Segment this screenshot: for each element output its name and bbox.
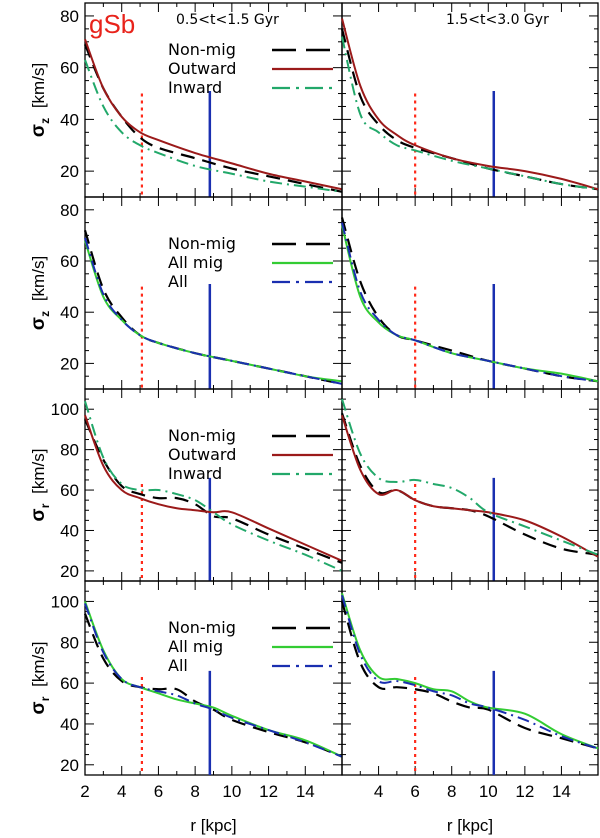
series-line-inward xyxy=(84,400,343,572)
y-tick-label: 60 xyxy=(60,674,79,693)
panel-r1-c1 xyxy=(340,196,599,390)
x-axis-label: r [kpc] xyxy=(190,816,236,835)
time-label-left: 0.5<t<1.5 Gyr xyxy=(176,12,279,28)
y-tick-label: 60 xyxy=(60,59,79,78)
y-tick-label: 20 xyxy=(60,162,79,181)
panel-r0-c1 xyxy=(340,2,599,198)
x-tick-label: 2 xyxy=(80,782,89,801)
x-tick-label: 10 xyxy=(222,782,241,801)
y-tick-label: 100 xyxy=(51,400,79,419)
panel-r2-c0: 20 40 60 80 100 σ r [km/s] Non-migOutwardInwar… xyxy=(28,388,343,582)
legend-label: All mig xyxy=(168,637,223,656)
y-tick-label: 80 xyxy=(60,7,79,26)
panel-frame xyxy=(84,388,343,582)
x-tick-label: 4 xyxy=(374,782,383,801)
x-tick-label: 14 xyxy=(296,782,315,801)
y-tick-label: 60 xyxy=(60,481,79,500)
y-tick-label: 80 xyxy=(60,633,79,652)
series-line-all xyxy=(84,237,343,385)
y-tick-label: 20 xyxy=(60,562,79,581)
legend-label: Outward xyxy=(168,445,236,464)
legend-label: Non-mig xyxy=(168,234,236,253)
series-line-inward xyxy=(341,398,599,556)
x-tick-label: 12 xyxy=(259,782,278,801)
series-line-nonmig xyxy=(83,613,343,758)
legend-label: Non-mig xyxy=(168,40,236,59)
panel-r2-c1 xyxy=(340,388,599,582)
x-tick-label: 10 xyxy=(479,782,498,801)
x-tick-label: 8 xyxy=(190,782,199,801)
y-axis-label: σ z [km/s] xyxy=(28,63,52,137)
series-line-outward xyxy=(84,414,343,562)
x-axis-label: r [kpc] xyxy=(447,816,493,835)
x-tick-label: 8 xyxy=(447,782,456,801)
legend-label: All xyxy=(168,656,188,675)
legend-label: All mig xyxy=(168,253,223,272)
y-tick-label: 40 xyxy=(60,303,79,322)
y-tick-label: 60 xyxy=(60,252,79,271)
x-tick-label: 6 xyxy=(154,782,163,801)
series-line-outward xyxy=(341,414,599,558)
series-line-nonmig xyxy=(340,28,599,191)
x-tick-label: 4 xyxy=(117,782,126,801)
time-label-right: 1.5<t<3.0 Gyr xyxy=(446,12,549,28)
panel-frame xyxy=(341,196,599,390)
y-tick-label: 40 xyxy=(60,521,79,540)
y-axis-label: σ r [km/s] xyxy=(28,448,52,521)
series-line-nonmig xyxy=(83,418,343,564)
legend-label: Inward xyxy=(168,78,222,97)
panel-frame xyxy=(341,2,599,198)
series-line-nonmig xyxy=(340,412,599,556)
x-tick-label: 12 xyxy=(515,782,534,801)
y-axis-label: σ r [km/s] xyxy=(28,641,52,714)
panel-frame xyxy=(341,388,599,582)
series-line-allmig xyxy=(341,592,599,750)
series-line-all xyxy=(84,603,343,758)
legend-label: All xyxy=(168,272,188,291)
y-tick-label: 80 xyxy=(60,201,79,220)
y-tick-label: 20 xyxy=(60,756,79,775)
panel-frame xyxy=(84,196,343,390)
y-tick-label: 40 xyxy=(60,715,79,734)
panel-frame xyxy=(84,580,343,776)
series-line-nonmig xyxy=(340,217,599,383)
panel-r3-c0: 20 40 60 80 100 σ r [km/s] 2 4 6 8 10 12 14 r [kpc] No… xyxy=(28,580,343,835)
series-line-all xyxy=(341,595,599,750)
panel-r3-c1: 4 6 8 10 12 14 r [kpc] xyxy=(340,580,599,835)
x-tick-label: 6 xyxy=(410,782,419,801)
series-line-allmig xyxy=(341,224,599,383)
legend-label: Inward xyxy=(168,464,222,483)
series-line-outward xyxy=(341,18,599,191)
series-line-nonmig xyxy=(340,601,599,750)
y-tick-label: 40 xyxy=(60,110,79,129)
y-tick-label: 80 xyxy=(60,441,79,460)
legend-label: Non-mig xyxy=(168,426,236,445)
legend-label: Outward xyxy=(168,59,236,78)
series-line-inward xyxy=(341,36,599,191)
legend-label: Non-mig xyxy=(168,618,236,637)
y-tick-label: 100 xyxy=(51,592,79,611)
y-axis-label: σ z [km/s] xyxy=(28,256,52,330)
y-tick-label: 20 xyxy=(60,354,79,373)
x-tick-label: 14 xyxy=(552,782,571,801)
model-label: gSb xyxy=(89,9,135,39)
series-line-outward xyxy=(84,38,343,191)
